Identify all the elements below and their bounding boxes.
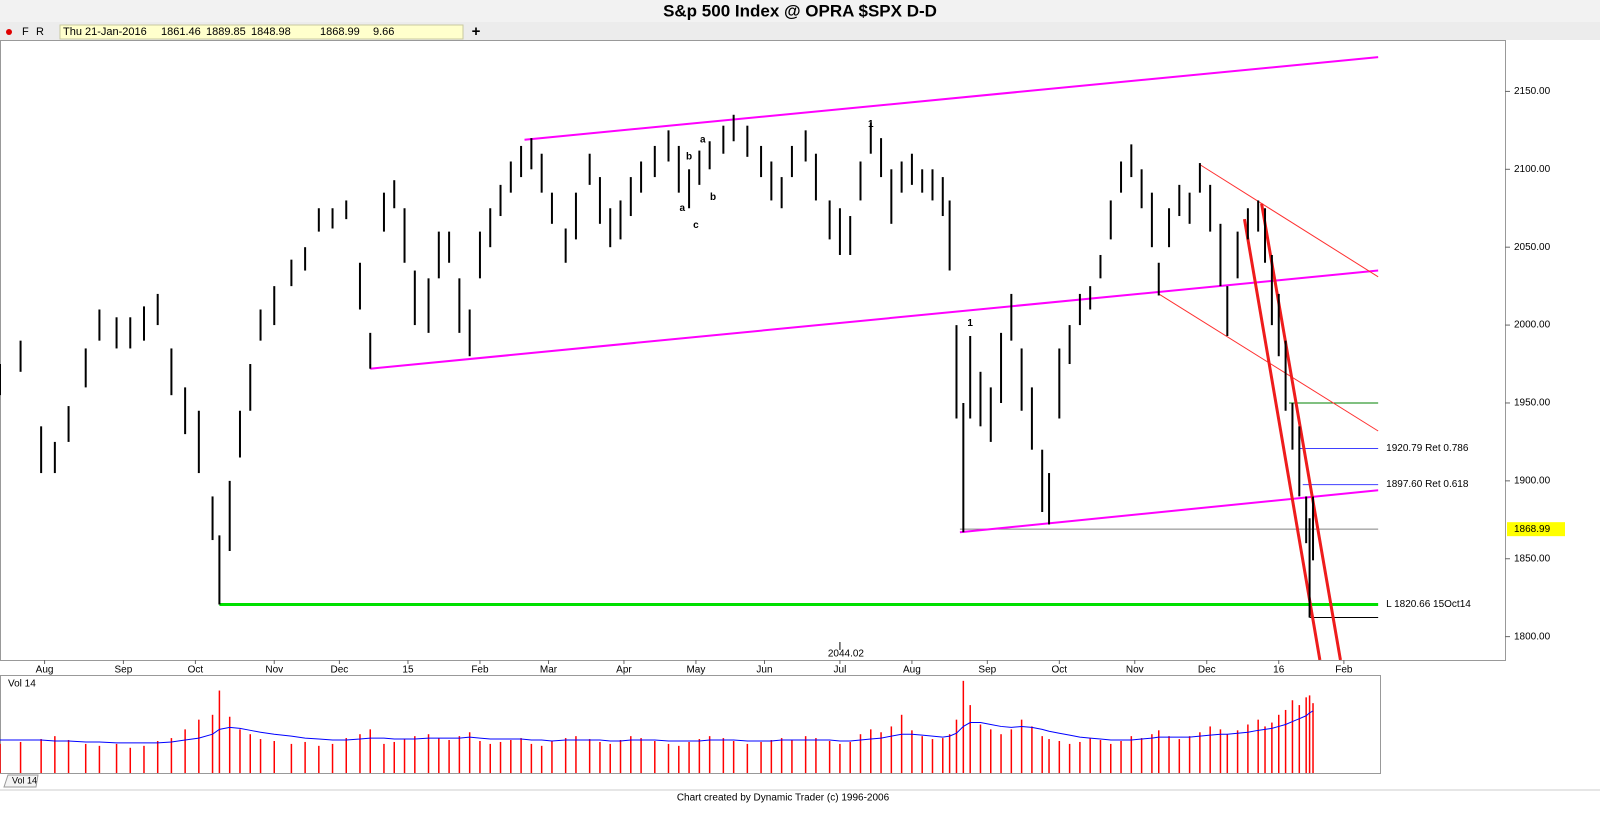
- record-button[interactable]: [6, 29, 12, 35]
- x-tick-label: May: [686, 665, 705, 676]
- x-tick-label: Dec: [330, 665, 348, 676]
- quote-low: 1848.98: [251, 26, 291, 38]
- y-tick-label: 2150.00: [1514, 86, 1551, 97]
- y-tick-label: 1800.00: [1514, 631, 1551, 642]
- x-tick-label: 15: [402, 665, 414, 676]
- last-price-label: 1868.99: [1514, 524, 1551, 535]
- plot: [0, 56, 1379, 660]
- toolbar-button[interactable]: R: [36, 26, 44, 38]
- level-label: 1920.79 Ret 0.786: [1386, 443, 1469, 454]
- trendline: [370, 269, 1379, 370]
- y-tick-label: 2050.00: [1514, 242, 1551, 253]
- plot-frame: [0, 40, 1506, 661]
- marker-label: 2044.02: [828, 649, 865, 660]
- title-bar: [0, 0, 1600, 22]
- volume-frame: [0, 675, 1381, 774]
- trendline: [959, 489, 1379, 534]
- trendline: [1242, 218, 1322, 660]
- wave-label: 1: [868, 119, 874, 130]
- footer: Chart created by Dynamic Trader (c) 1996…: [677, 793, 890, 804]
- volume-tab[interactable]: [3, 774, 39, 788]
- level-label: L 1820.66 15Oct14: [1386, 599, 1471, 610]
- quote-high: 1889.85: [206, 26, 246, 38]
- wave-label: a: [700, 134, 706, 145]
- x-tick-label: Jun: [756, 665, 772, 676]
- x-tick-label: Aug: [903, 665, 921, 676]
- volume-tab-label[interactable]: Vol 14: [12, 775, 37, 785]
- x-tick-label: Jul: [834, 665, 847, 676]
- volume-ma: [0, 710, 1314, 744]
- quote-box: [59, 24, 464, 40]
- trendline: [524, 56, 1379, 141]
- chart-title: S&p 500 Index @ OPRA $SPX D-D: [663, 1, 937, 20]
- x-tick-label: Nov: [1126, 665, 1144, 676]
- x-tick-label: Nov: [265, 665, 283, 676]
- x-tick-label: Oct: [188, 665, 204, 676]
- volume-label: Vol 14: [8, 679, 36, 690]
- quote-change: 9.66: [373, 26, 394, 38]
- quote-open: 1861.46: [161, 26, 201, 38]
- trendline: [1260, 203, 1342, 660]
- x-tick-label: Mar: [540, 665, 558, 676]
- quote-date: Thu 21-Jan-2016: [63, 26, 147, 38]
- wave-label: b: [686, 151, 692, 162]
- wave-label: b: [710, 192, 716, 203]
- last-price-box: [1507, 522, 1565, 537]
- y-tick-label: 2000.00: [1514, 320, 1551, 331]
- wave-label: a: [679, 203, 685, 214]
- x-tick-label: Sep: [978, 665, 996, 676]
- quote-close: 1868.99: [320, 26, 360, 38]
- x-tick-label: Aug: [36, 665, 54, 676]
- x-tick-label: Dec: [1198, 665, 1216, 676]
- x-tick-label: Apr: [616, 665, 632, 676]
- toolbar-button[interactable]: F: [22, 26, 29, 38]
- x-tick-label: Feb: [1335, 665, 1353, 676]
- x-tick-label: 16: [1273, 665, 1285, 676]
- y-tick-label: 1900.00: [1514, 475, 1551, 486]
- y-tick-label: 1850.00: [1514, 553, 1551, 564]
- x-tick-label: Oct: [1052, 665, 1068, 676]
- add-button[interactable]: +: [472, 23, 481, 40]
- y-tick-label: 1950.00: [1514, 398, 1551, 409]
- wave-label: 1: [967, 318, 973, 329]
- y-tick-label: 2100.00: [1514, 164, 1551, 175]
- level-label: 1897.60 Ret 0.618: [1386, 479, 1469, 490]
- trendline: [1199, 164, 1379, 278]
- x-tick-label: Feb: [471, 665, 489, 676]
- wave-label: c: [693, 220, 699, 231]
- x-tick-label: Sep: [115, 665, 133, 676]
